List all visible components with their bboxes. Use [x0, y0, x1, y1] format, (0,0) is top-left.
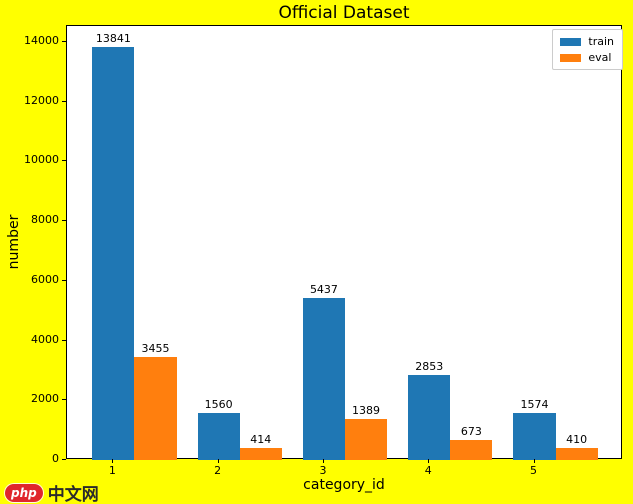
y-tick-mark-0	[62, 459, 66, 460]
legend-item-train: train	[560, 35, 614, 48]
bar-train-5	[513, 412, 556, 460]
y-tick-label-8000: 8000	[31, 213, 59, 227]
legend: train eval	[552, 29, 623, 70]
x-tick-mark-3	[322, 459, 324, 463]
bar-eval-1	[134, 356, 177, 460]
legend-item-eval: eval	[560, 51, 614, 64]
y-tick-label-4000: 4000	[31, 332, 59, 346]
value-label-eval-2: 414	[250, 432, 272, 446]
y-tick-label-2000: 2000	[31, 392, 59, 406]
chart-title: Official Dataset	[278, 3, 410, 23]
bar-eval-3	[345, 418, 388, 460]
y-tick-mark-10000	[62, 160, 66, 162]
value-label-eval-5: 410	[566, 432, 588, 446]
y-tick-label-14000: 14000	[24, 33, 59, 47]
y-tick-mark-2000	[62, 399, 66, 401]
bar-eval-4	[450, 439, 493, 460]
y-tick-label-12000: 12000	[24, 93, 59, 107]
watermark-text: 中文网	[47, 485, 99, 504]
bar-train-2	[197, 413, 240, 460]
bar-train-4	[408, 374, 451, 460]
y-tick-mark-4000	[62, 339, 66, 341]
value-label-eval-4: 673	[460, 424, 482, 438]
legend-swatch-train	[560, 37, 582, 46]
legend-label-train: train	[588, 34, 614, 48]
watermark-logo: php 中文网	[5, 480, 99, 504]
y-tick-mark-12000	[62, 100, 66, 102]
y-tick-mark-14000	[62, 40, 66, 42]
x-tick-mark-4	[428, 459, 430, 463]
x-tick-label-5: 5	[530, 464, 538, 477]
y-tick-mark-8000	[62, 220, 66, 222]
x-axis-label: category_id	[303, 477, 385, 493]
y-tick-label-6000: 6000	[31, 272, 59, 286]
bar-eval-5	[555, 447, 598, 460]
x-tick-label-4: 4	[424, 464, 432, 477]
value-label-eval-1: 3455	[141, 341, 170, 355]
php-logo-badge: php	[5, 483, 43, 502]
bar-train-3	[302, 297, 345, 460]
value-label-train-1: 13841	[95, 31, 131, 45]
bar-eval-2	[239, 447, 282, 460]
y-tick-label-10000: 10000	[24, 153, 59, 167]
value-label-train-5: 1574	[520, 397, 549, 411]
x-tick-label-2: 2	[214, 464, 222, 477]
x-tick-mark-1	[112, 459, 114, 463]
value-label-eval-3: 1389	[352, 403, 381, 417]
x-tick-label-3: 3	[319, 464, 327, 477]
legend-label-eval: eval	[588, 50, 612, 64]
y-tick-mark-6000	[62, 279, 66, 281]
legend-swatch-eval	[560, 53, 582, 62]
x-tick-label-1: 1	[108, 464, 116, 477]
x-tick-mark-5	[533, 459, 535, 463]
x-tick-mark-2	[217, 459, 219, 463]
value-label-train-4: 2853	[415, 359, 444, 373]
value-label-train-3: 5437	[309, 282, 338, 296]
bar-train-1	[92, 46, 135, 460]
value-label-train-2: 1560	[204, 398, 233, 412]
y-tick-label-0: 0	[52, 452, 59, 465]
plot-area: 13841 1560 5437 2853 1574 3455 414 1389 673 410	[66, 25, 622, 460]
